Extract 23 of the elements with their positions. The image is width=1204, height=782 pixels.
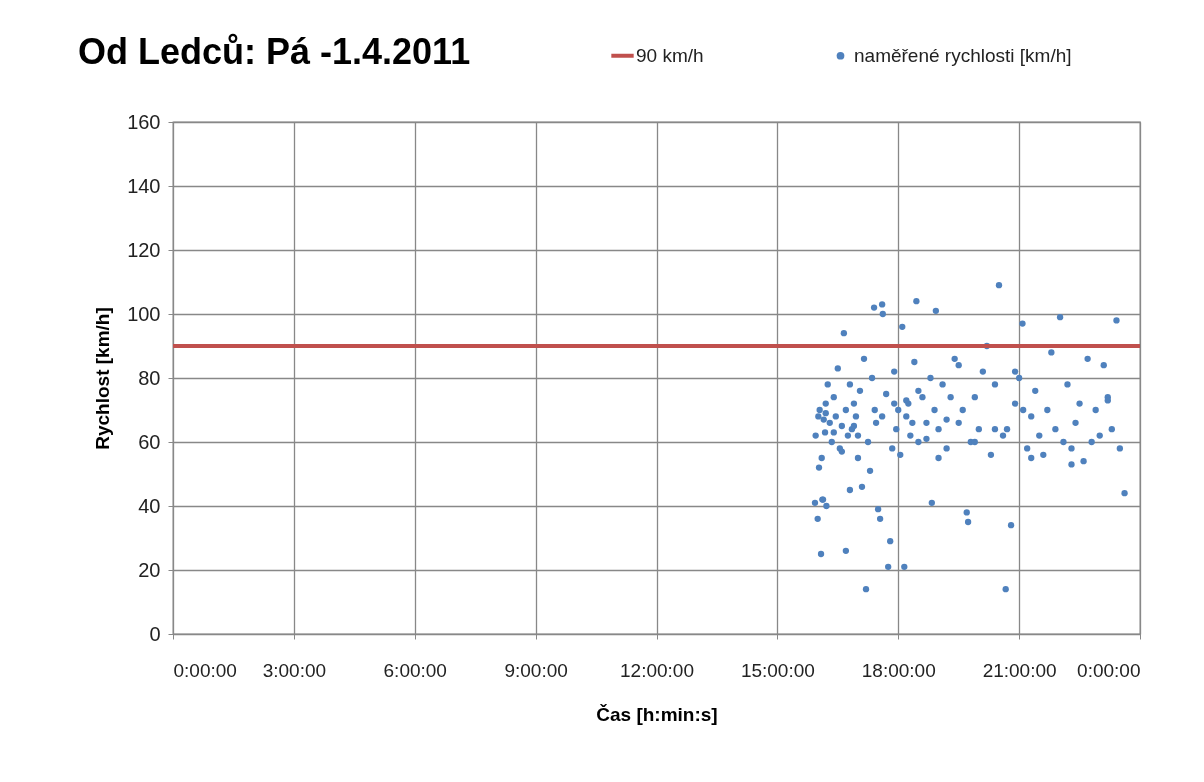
y-tick-label: 40 — [138, 494, 161, 517]
y-tick-label: 20 — [138, 558, 161, 581]
x-tick-label: 18:00:00 — [861, 659, 936, 681]
y-axis-title: Rychlost [km/h] — [92, 307, 114, 450]
y-tick-label: 160 — [127, 110, 161, 133]
x-tick-label: 15:00:00 — [740, 659, 815, 681]
y-tick-label: 0 — [149, 622, 161, 645]
legend-label: naměřené rychlosti [km/h] — [854, 44, 1072, 66]
x-tick-label: 12:00:00 — [620, 659, 694, 681]
x-tick-label: 9:00:00 — [504, 659, 568, 681]
y-tick-label: 140 — [127, 174, 161, 197]
x-tick-label: 21:00:00 — [982, 659, 1057, 681]
y-tick-label: 100 — [127, 302, 161, 325]
x-tick-label: 3:00:00 — [262, 659, 327, 681]
x-axis-title: Čas [h:min:s] — [596, 703, 718, 725]
y-tick-label: 80 — [138, 366, 161, 389]
x-tick-label: 0:00:00 — [173, 659, 237, 681]
y-tick-label: 120 — [127, 238, 161, 261]
y-tick-label: 60 — [138, 430, 161, 453]
x-tick-label: 0:00:00 — [1077, 659, 1141, 681]
chart-title: Od Ledců: Pá -1.4.2011 — [78, 31, 471, 72]
x-tick-label: 6:00:00 — [383, 659, 447, 681]
legend-label: 90 km/h — [636, 44, 704, 66]
